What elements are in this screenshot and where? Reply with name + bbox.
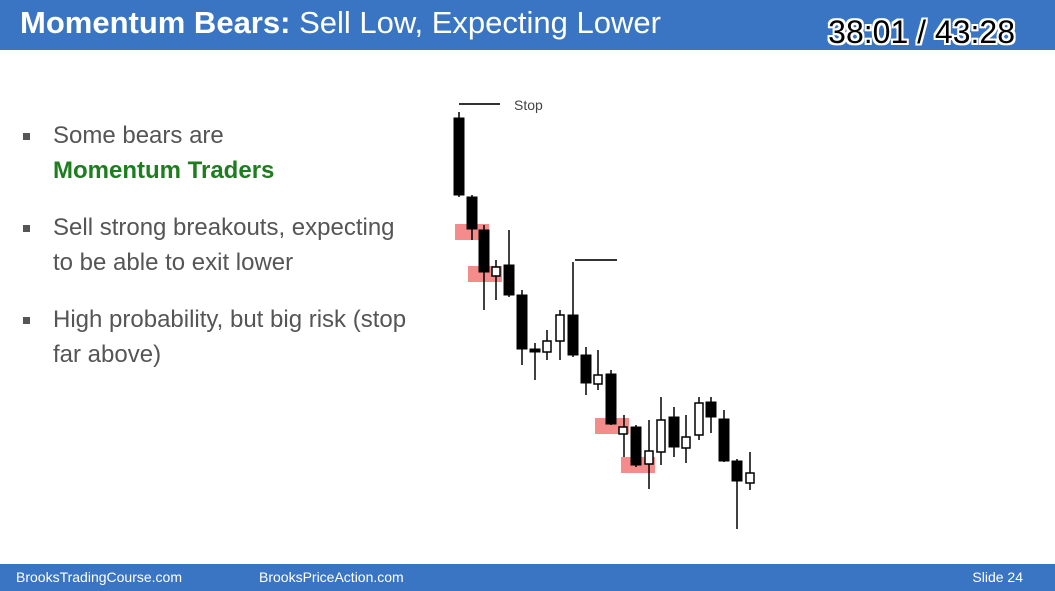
slide-number: Slide 24 xyxy=(972,569,1023,585)
bullet-item: High probability, but big risk (stop far… xyxy=(20,302,420,372)
candle xyxy=(681,415,691,463)
header-bar: Momentum Bears: Sell Low, Expecting Lowe… xyxy=(0,0,1055,50)
bullet-highlight: Momentum Traders xyxy=(53,157,275,184)
candle xyxy=(466,195,478,240)
candle xyxy=(694,397,704,440)
candle xyxy=(605,370,617,425)
candle xyxy=(630,425,642,467)
title-bold: Momentum Bears: xyxy=(20,5,291,40)
bullet-marker-icon xyxy=(23,133,30,140)
candle xyxy=(745,452,755,490)
slide-title: Momentum Bears: Sell Low, Expecting Lowe… xyxy=(20,5,661,41)
bullet-marker-icon xyxy=(23,225,30,232)
candle xyxy=(580,347,592,395)
bullet-text: High probability, but big risk (stop far… xyxy=(53,306,407,368)
candle xyxy=(731,459,743,529)
candle xyxy=(644,420,654,489)
candle xyxy=(656,397,666,465)
candlestick-chart: Stop xyxy=(453,97,755,529)
stop-label: Stop xyxy=(514,97,543,113)
candle xyxy=(593,350,603,390)
bullet-text: Sell strong breakouts, expecting to be a… xyxy=(53,214,395,276)
bullet-list: Some bears are Momentum Traders Sell str… xyxy=(20,118,420,394)
footer-site-center: BrooksPriceAction.com xyxy=(259,569,404,585)
candle xyxy=(453,112,465,197)
bullet-marker-icon xyxy=(23,317,30,324)
candle xyxy=(718,410,730,462)
candle xyxy=(491,260,501,300)
candle xyxy=(705,397,717,433)
candle xyxy=(529,343,541,380)
candle xyxy=(618,415,628,457)
candle xyxy=(503,230,515,297)
footer-site-left: BrooksTradingCourse.com xyxy=(16,569,182,585)
candle xyxy=(555,310,565,360)
candle xyxy=(668,407,680,457)
bullet-item: Sell strong breakouts, expecting to be a… xyxy=(20,210,420,280)
bullet-text: Some bears are xyxy=(53,122,224,149)
title-rest: Sell Low, Expecting Lower xyxy=(299,5,661,40)
candle xyxy=(516,290,528,365)
candle xyxy=(567,262,579,357)
candle xyxy=(542,330,552,360)
bullet-item: Some bears are Momentum Traders xyxy=(20,118,420,188)
candle xyxy=(478,225,490,310)
footer-bar: BrooksTradingCourse.com BrooksPriceActio… xyxy=(0,564,1055,591)
video-timer: 38:01 / 43:28 xyxy=(828,14,1015,50)
